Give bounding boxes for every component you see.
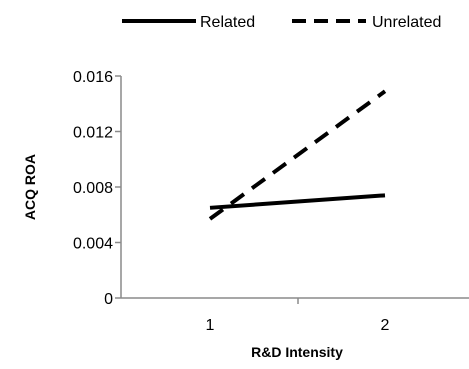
series-line-unrelated — [208, 89, 387, 221]
x-tick-label: 2 — [381, 317, 390, 334]
y-tick-label: 0.008 — [73, 180, 113, 197]
y-tick-label: 0 — [104, 291, 113, 308]
y-axis-ticks: 0 0.004 0.008 0.012 0.016 — [73, 69, 121, 308]
legend: Related Unrelated — [122, 14, 441, 31]
y-tick-label: 0.016 — [73, 69, 113, 86]
x-axis-title: R&D Intensity — [251, 344, 343, 360]
legend-label-unrelated: Unrelated — [372, 14, 441, 31]
legend-label-related: Related — [200, 14, 255, 31]
y-tick-label: 0.012 — [73, 125, 113, 142]
series-line-related — [209, 193, 386, 210]
x-tick-label: 1 — [206, 317, 215, 334]
series-layer — [208, 89, 387, 221]
y-tick-label: 0.004 — [73, 236, 113, 253]
y-axis-title: ACQ ROA — [22, 154, 38, 220]
